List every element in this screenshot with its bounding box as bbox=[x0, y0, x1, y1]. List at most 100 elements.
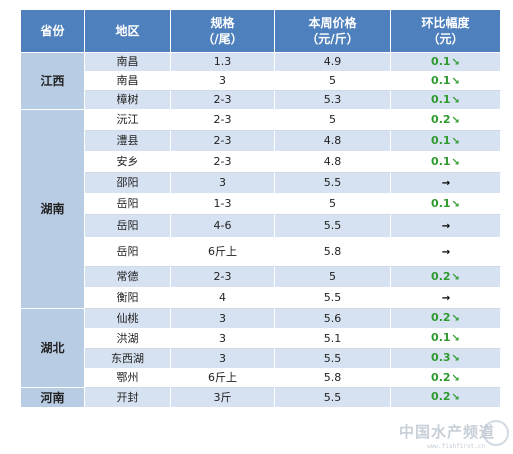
region-cell: 鄂州 bbox=[85, 369, 171, 388]
price-cell: 5.5 bbox=[275, 215, 391, 238]
table-row: 岳阳 4-6 5.5 → bbox=[21, 215, 501, 238]
table-row: 鄂州 6斤上 5.8 0.2↘ bbox=[21, 369, 501, 388]
change-cell: 0.1↘ bbox=[391, 131, 501, 152]
price-cell: 5.5 bbox=[275, 388, 391, 408]
change-cell: → bbox=[391, 173, 501, 194]
header-province: 省份 bbox=[21, 10, 85, 53]
spec-cell: 3 bbox=[171, 329, 275, 349]
region-cell: 岳阳 bbox=[85, 194, 171, 215]
table-row: 岳阳 1-3 5 0.1↘ bbox=[21, 194, 501, 215]
down-arrow-icon: ↘ bbox=[451, 114, 460, 126]
down-arrow-icon: ↘ bbox=[451, 198, 460, 210]
down-arrow-icon: ↘ bbox=[451, 94, 460, 106]
table-row: 江西 南昌 1.3 4.9 0.1↘ bbox=[21, 53, 501, 110]
price-cell: 5 bbox=[275, 194, 391, 215]
region-cell: 沅江 bbox=[85, 110, 171, 131]
table-row: 湖北 仙桃 3 5.6 0.2↘ bbox=[21, 309, 501, 388]
change-cell: → bbox=[391, 288, 501, 309]
price-cell: 5.6 bbox=[275, 309, 391, 329]
change-cell: 0.1↘ bbox=[391, 53, 501, 72]
down-arrow-icon: ↘ bbox=[451, 333, 460, 344]
region-cell: 开封 bbox=[85, 388, 171, 408]
price-cell: 4.8 bbox=[275, 131, 391, 152]
region-cell: 邵阳 bbox=[85, 173, 171, 194]
change-value: 0.1 bbox=[431, 54, 451, 68]
province-cell: 湖南 bbox=[21, 110, 85, 309]
change-value: 0.1 bbox=[431, 92, 451, 106]
spec-cell: 6斤上 bbox=[171, 238, 275, 267]
change-value: 0.2 bbox=[431, 390, 451, 403]
price-cell: 4.9 bbox=[275, 53, 391, 72]
change-value: 0.1 bbox=[431, 133, 451, 147]
down-arrow-icon: ↘ bbox=[451, 56, 460, 68]
region-cell: 岳阳 bbox=[85, 238, 171, 267]
price-cell: 5.5 bbox=[275, 173, 391, 194]
change-value: 0.2 bbox=[431, 269, 451, 283]
change-cell: 0.1↘ bbox=[391, 72, 501, 91]
table-row: 河南 开封 3斤 5.5 0.2↘ bbox=[21, 388, 501, 408]
watermark-text: 中国水产频道 bbox=[398, 423, 495, 441]
change-cell: 0.2↘ bbox=[391, 369, 501, 388]
region-cell: 南昌 bbox=[85, 72, 171, 91]
province-cell: 河南 bbox=[21, 388, 85, 408]
right-arrow-icon: → bbox=[441, 292, 451, 304]
spec-cell: 3 bbox=[171, 349, 275, 369]
right-arrow-icon: → bbox=[441, 177, 451, 189]
watermark-url: www.fishfirst.cn bbox=[427, 443, 485, 450]
change-value: 0.3 bbox=[431, 351, 451, 364]
header-region: 地区 bbox=[85, 10, 171, 53]
region-cell: 仙桃 bbox=[85, 309, 171, 329]
region-cell: 衡阳 bbox=[85, 288, 171, 309]
down-arrow-icon: ↘ bbox=[451, 372, 460, 384]
change-cell: 0.2↘ bbox=[391, 388, 501, 408]
change-cell: 0.2↘ bbox=[391, 309, 501, 329]
table-row: 樟树 2-3 5.3 0.1↘ bbox=[21, 91, 501, 110]
spec-cell: 2-3 bbox=[171, 131, 275, 152]
region-cell: 南昌 bbox=[85, 53, 171, 72]
price-cell: 5 bbox=[275, 72, 391, 91]
price-cell: 4.8 bbox=[275, 152, 391, 173]
table-row: 南昌 3 5 0.1↘ bbox=[21, 72, 501, 91]
spec-cell: 3 bbox=[171, 72, 275, 91]
spec-cell: 1.3 bbox=[171, 53, 275, 72]
region-cell: 安乡 bbox=[85, 152, 171, 173]
spec-cell: 1-3 bbox=[171, 194, 275, 215]
spec-cell: 3 bbox=[171, 309, 275, 329]
change-cell: → bbox=[391, 238, 501, 267]
header-row: 省份 地区 规格 （/尾） 本周价格 （元/斤） 环比幅度 （元） bbox=[21, 10, 501, 53]
change-cell: → bbox=[391, 215, 501, 238]
down-arrow-icon: ↘ bbox=[451, 271, 460, 283]
price-cell: 5.1 bbox=[275, 329, 391, 349]
change-cell: 0.1↘ bbox=[391, 91, 501, 110]
province-cell: 湖北 bbox=[21, 309, 85, 388]
change-value: 0.2 bbox=[431, 370, 451, 384]
region-cell: 澧县 bbox=[85, 131, 171, 152]
header-spec: 规格 （/尾） bbox=[171, 10, 275, 53]
spec-cell: 6斤上 bbox=[171, 369, 275, 388]
region-cell: 岳阳 bbox=[85, 215, 171, 238]
right-arrow-icon: → bbox=[441, 220, 451, 232]
price-cell: 5.8 bbox=[275, 238, 391, 267]
spec-cell: 2-3 bbox=[171, 91, 275, 110]
table-row: 洪湖 3 5.1 0.1↘ bbox=[21, 329, 501, 349]
down-arrow-icon: ↘ bbox=[451, 392, 460, 403]
change-cell: 0.2↘ bbox=[391, 267, 501, 288]
table-row: 衡阳 4 5.5 → bbox=[21, 288, 501, 309]
change-value: 0.1 bbox=[431, 196, 451, 210]
change-cell: 0.1↘ bbox=[391, 194, 501, 215]
table-row: 湖南 沅江 2-3 5 0.2↘ bbox=[21, 110, 501, 309]
table-row: 东西湖 3 5.5 0.3↘ bbox=[21, 349, 501, 369]
table-row: 岳阳 6斤上 5.8 → bbox=[21, 238, 501, 267]
spec-cell: 4 bbox=[171, 288, 275, 309]
down-arrow-icon: ↘ bbox=[451, 75, 460, 87]
down-arrow-icon: ↘ bbox=[451, 156, 460, 168]
spec-cell: 2-3 bbox=[171, 152, 275, 173]
change-cell: 0.1↘ bbox=[391, 329, 501, 349]
down-arrow-icon: ↘ bbox=[451, 353, 460, 364]
change-cell: 0.1↘ bbox=[391, 152, 501, 173]
right-arrow-icon: → bbox=[441, 246, 451, 258]
change-cell: 0.3↘ bbox=[391, 349, 501, 369]
header-price: 本周价格 （元/斤） bbox=[275, 10, 391, 53]
spec-cell: 3 bbox=[171, 173, 275, 194]
price-cell: 5 bbox=[275, 267, 391, 288]
